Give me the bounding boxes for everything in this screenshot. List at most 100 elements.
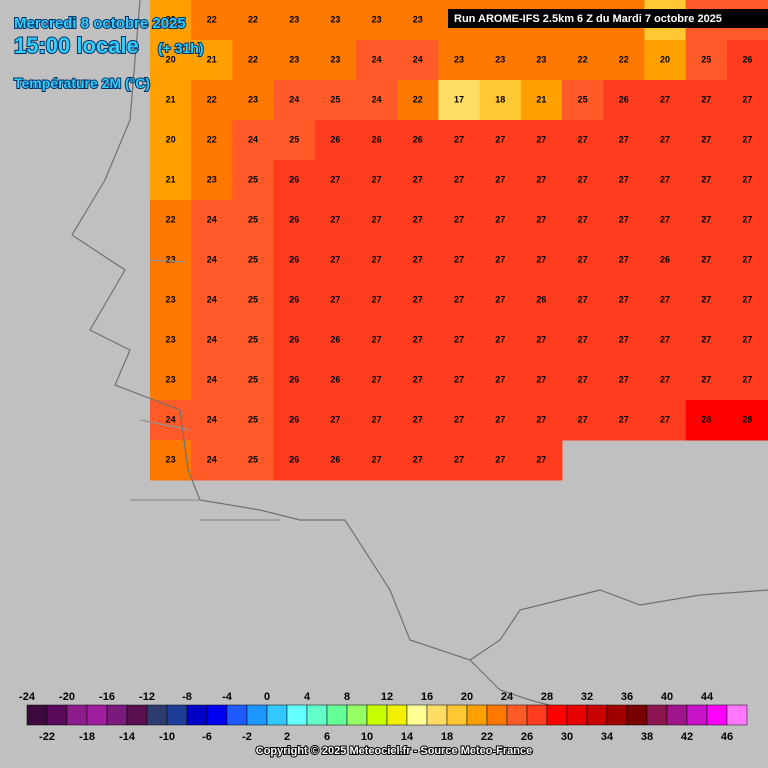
- cell-value: 27: [701, 214, 711, 224]
- cell-value: 26: [536, 294, 546, 304]
- cell-value: 27: [372, 214, 382, 224]
- cell-value: 24: [207, 374, 217, 384]
- cell-value: 27: [660, 334, 670, 344]
- cell-value: 22: [207, 134, 217, 144]
- cell-value: 24: [289, 94, 299, 104]
- grid-cell: [232, 240, 275, 281]
- grid-cell: [726, 240, 768, 281]
- cell-value: 25: [330, 94, 340, 104]
- grid-cell: [191, 200, 233, 241]
- cell-value: 27: [578, 294, 588, 304]
- grid-cell: [479, 200, 522, 241]
- cell-value: 23: [166, 254, 176, 264]
- grid-cell: [232, 360, 275, 401]
- legend-label: 34: [601, 731, 614, 743]
- grid-cell: [644, 80, 687, 121]
- cell-value: 26: [289, 414, 299, 424]
- grid-cell: [232, 120, 275, 161]
- cell-value: 27: [660, 294, 670, 304]
- cell-value: 23: [330, 54, 340, 64]
- cell-value: 27: [372, 414, 382, 424]
- cell-value: 26: [660, 254, 670, 264]
- legend-swatch: [466, 704, 488, 726]
- legend-swatch: [226, 704, 248, 726]
- grid-cell: [438, 280, 481, 321]
- cell-value: 21: [536, 94, 546, 104]
- cell-value: 27: [413, 414, 423, 424]
- border: [130, 259, 280, 521]
- grid-cell: [191, 160, 233, 201]
- legend-swatch: [286, 704, 308, 726]
- grid-cell: [603, 80, 645, 121]
- legend-swatch: [126, 704, 148, 726]
- grid-cell: [685, 400, 728, 441]
- cell-value: 25: [248, 214, 258, 224]
- grid-cell: [314, 160, 357, 201]
- cell-value: 22: [207, 94, 217, 104]
- cell-value: 22: [413, 94, 423, 104]
- grid-cell: [520, 400, 563, 441]
- cell-value: 27: [701, 254, 711, 264]
- legend-label: -4: [222, 691, 233, 703]
- legend-label: -10: [159, 731, 175, 743]
- grid-cell: [314, 360, 357, 401]
- grid-cell: [397, 160, 439, 201]
- cell-value: 27: [454, 174, 464, 184]
- grid-cell: [314, 0, 357, 41]
- cell-value: 27: [372, 294, 382, 304]
- legend-swatch: [66, 704, 88, 726]
- grid-cell: [191, 80, 233, 121]
- variable: Température 2M (°C): [14, 75, 150, 91]
- cell-value: 26: [289, 254, 299, 264]
- cell-value: 26: [289, 214, 299, 224]
- legend-swatch: [86, 704, 108, 726]
- grid-cell: [685, 280, 728, 321]
- legend-label: -6: [202, 731, 212, 743]
- grid-cell: [232, 40, 275, 81]
- grid-cell: [438, 160, 481, 201]
- grid-cell: [356, 120, 398, 161]
- cell-value: 22: [619, 54, 629, 64]
- legend-label: 14: [401, 731, 414, 743]
- grid-cell: [438, 400, 481, 441]
- cell-value: 20: [166, 14, 176, 24]
- grid-cell: [644, 360, 687, 401]
- cell-value: 27: [536, 454, 546, 464]
- grid-cell: [397, 280, 439, 321]
- cell-value: 25: [248, 374, 258, 384]
- cell-value: 24: [207, 254, 217, 264]
- grid-cell: [603, 400, 645, 441]
- cell-value: 24: [413, 54, 423, 64]
- grid-cell: [191, 120, 233, 161]
- legend-swatch: [266, 704, 288, 726]
- legend-swatch: [166, 704, 188, 726]
- cell-value: 27: [578, 414, 588, 424]
- legend-label: -16: [99, 691, 115, 703]
- cell-value: 27: [536, 174, 546, 184]
- grid-cell: [726, 160, 768, 201]
- grid-cell: [273, 320, 316, 361]
- grid-cell: [397, 320, 439, 361]
- grid-cell: [314, 280, 357, 321]
- grid-cell: [150, 160, 192, 201]
- temperature-grid: 2022222323232323232323221924252021222323…: [150, 0, 768, 481]
- cell-value: 24: [166, 414, 176, 424]
- cell-value: 26: [372, 134, 382, 144]
- grid-cell: [314, 240, 357, 281]
- grid-cell: [356, 320, 398, 361]
- grid-cell: [603, 120, 645, 161]
- grid-cell: [726, 80, 768, 121]
- cell-value: 27: [372, 334, 382, 344]
- grid-cell: [191, 240, 233, 281]
- legend-label: 16: [421, 691, 433, 703]
- legend-swatch: [706, 704, 728, 726]
- cell-value: 27: [578, 374, 588, 384]
- cell-value: 23: [289, 14, 299, 24]
- cell-value: 20: [166, 54, 176, 64]
- cell-value: 23: [166, 294, 176, 304]
- grid-cell: [314, 400, 357, 441]
- cell-value: 27: [495, 374, 505, 384]
- legend-swatch: [566, 704, 588, 726]
- grid-cell: [726, 320, 768, 361]
